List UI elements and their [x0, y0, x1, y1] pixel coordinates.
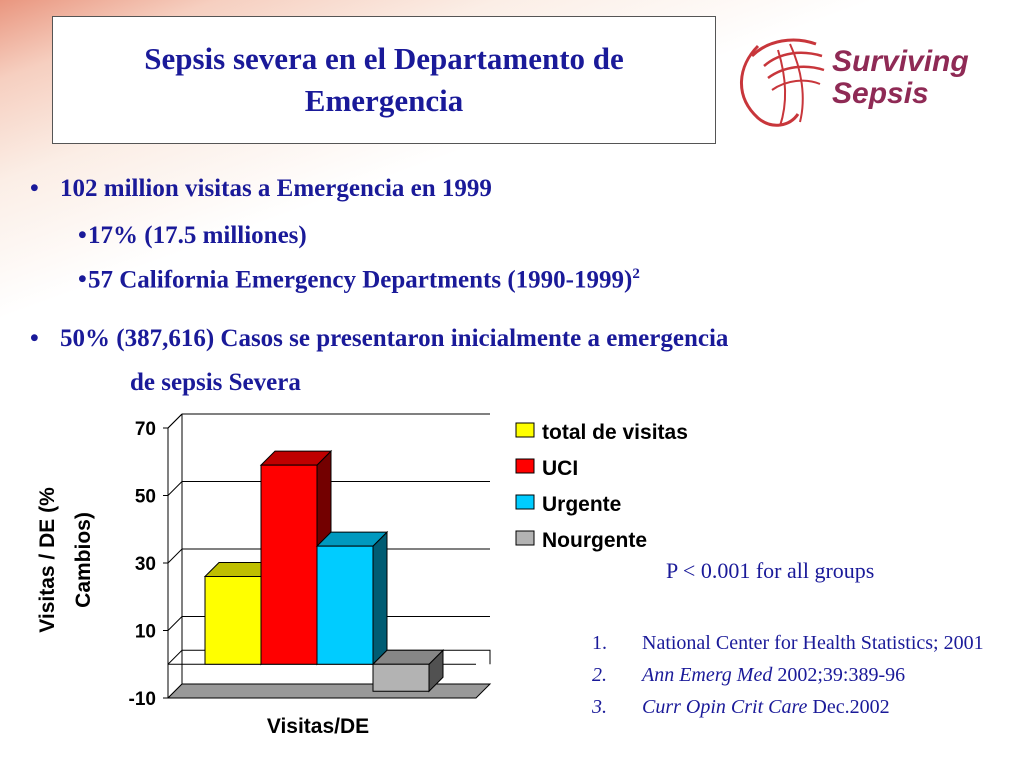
y-tick-label: -10: [129, 689, 156, 710]
y-tick-label: 50: [135, 487, 156, 508]
sub-bullet-mark: •: [78, 266, 87, 294]
x-axis-label: Visitas/DE: [267, 715, 369, 738]
page-title-line2: Emergencia: [304, 83, 464, 118]
logo-line1: Surviving: [832, 45, 969, 78]
bullet-mark: •: [30, 175, 39, 202]
page-title-line1: Sepsis severa en el Departamento de: [144, 41, 624, 76]
reference-text: National Center for Health Statistics; 2…: [642, 632, 984, 654]
legend-swatch: [515, 422, 535, 438]
bar-side: [372, 530, 388, 666]
legend-label: UCI: [542, 457, 578, 480]
bullet-2: •17% (17.5 milliones): [78, 222, 307, 250]
gridline: [167, 548, 183, 564]
legend-label: Nourgente: [542, 529, 647, 552]
references: 1. National Center for Health Statistics…: [592, 632, 1022, 728]
legend-label: total de visitas: [542, 421, 688, 444]
bullet-2-text: 17% (17.5 milliones): [88, 222, 307, 249]
y-tick-label: 30: [135, 554, 156, 575]
reference-number: 1.: [592, 632, 607, 654]
bullet-3: •57 California Emergency Departments (19…: [78, 266, 640, 294]
legend-label: Urgente: [542, 493, 621, 516]
reference-number: 3.: [592, 696, 607, 718]
y-tick-label: 10: [135, 622, 156, 643]
reference-1: 1. National Center for Health Statistics…: [592, 632, 1022, 654]
bar: [372, 663, 430, 692]
sub-bullet-mark: •: [78, 222, 87, 249]
hands-logo-icon: [740, 38, 825, 127]
bullet-3-sup: 2: [632, 266, 640, 282]
bullet-4-cont: de sepsis Severa: [130, 369, 301, 396]
p-value-note: P < 0.001 for all groups: [666, 558, 875, 583]
gridline: [167, 616, 183, 631]
bullet-3-text: 57 California Emergency Departments (199…: [88, 266, 633, 294]
y-axis-label: Visitas / DE (%: [36, 487, 59, 633]
legend-swatch: [515, 530, 535, 546]
bar: [260, 464, 318, 665]
y-axis-label: Cambios): [72, 512, 95, 608]
gridline: [167, 481, 183, 496]
reference-2: 2. Ann Emerg Med 2002;39:389-96: [592, 664, 1022, 686]
title-box: Sepsis severa en el Departamento de Emer…: [52, 16, 716, 144]
bullet-mark: •: [30, 325, 39, 352]
gridline: [167, 413, 183, 429]
reference-text: 2002;39:389-96: [772, 664, 906, 686]
reference-number: 2.: [592, 664, 607, 686]
reference-journal: Curr Opin Crit Care: [642, 696, 808, 718]
bar: [316, 545, 374, 665]
reference-journal: Ann Emerg Med: [642, 664, 773, 686]
logo-text: Surviving Sepsis: [832, 46, 969, 110]
reference-3: 3. Curr Opin Crit Care Dec.2002: [592, 696, 1022, 718]
bullet-4-text: 50% (387,616) Casos se presentaron inici…: [60, 325, 729, 352]
logo-line2: Sepsis: [832, 77, 929, 110]
bullet-1-text: 102 million visitas a Emergencia en 1999: [60, 175, 492, 202]
bar: [204, 576, 262, 665]
legend-swatch: [515, 494, 535, 510]
bullet-1: • 102 million visitas a Emergencia en 199…: [30, 175, 492, 203]
chart-floor: [166, 683, 492, 699]
bullet-4: • 50% (387,616) Casos se presentaron inic…: [30, 325, 728, 353]
y-tick-label: 70: [135, 419, 156, 440]
legend-swatch: [515, 458, 535, 474]
reference-text: Dec.2002: [807, 696, 890, 718]
